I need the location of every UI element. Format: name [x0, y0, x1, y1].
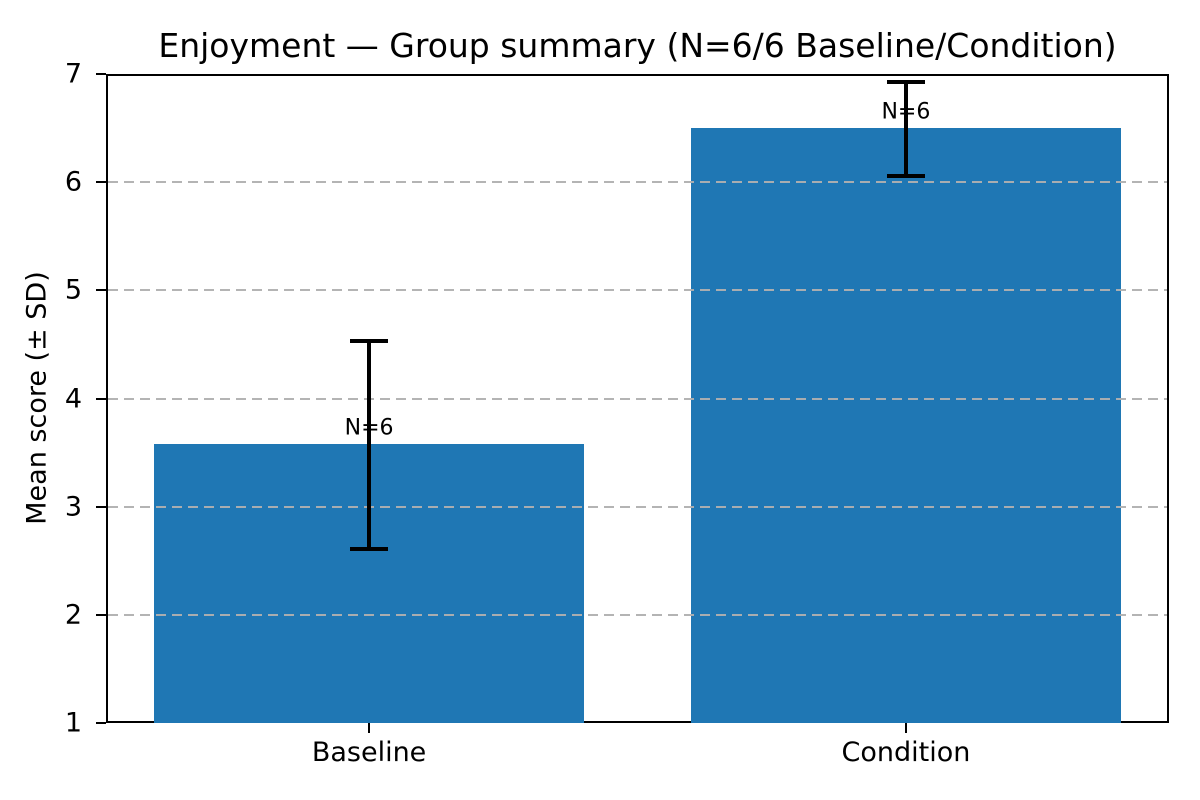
gridline-y6 [108, 181, 1167, 184]
x-tick [368, 723, 371, 733]
y-tick [96, 73, 106, 75]
error-bar [903, 80, 908, 176]
y-tick [96, 289, 106, 292]
y-tick-label: 3 [64, 491, 82, 523]
gridline-y4 [108, 397, 1167, 400]
n-count-label: N=6 [344, 415, 394, 441]
y-tick-label: 1 [64, 707, 82, 739]
y-tick-label: 6 [64, 166, 82, 198]
error-bar [367, 339, 372, 549]
y-tick [96, 722, 106, 724]
y-tick-label: 5 [64, 274, 82, 306]
y-tick-label: 7 [64, 58, 82, 90]
error-bar-cap-bottom [350, 546, 389, 551]
y-tick [96, 613, 106, 616]
x-tick-label-baseline: Baseline [311, 737, 427, 768]
x-tick [904, 723, 907, 733]
error-bar-cap-top [350, 339, 389, 343]
y-tick [96, 397, 106, 400]
y-tick-label: 2 [64, 599, 82, 631]
chart-title: Enjoyment — Group summary (N=6/6 Baselin… [158, 26, 1117, 65]
gridline-y2 [108, 613, 1167, 616]
y-tick [96, 505, 106, 508]
plot-area: N=6 N=6 [106, 74, 1169, 723]
bar-condition [691, 128, 1121, 723]
error-bar-cap-top [886, 80, 925, 85]
y-tick [96, 181, 106, 184]
gridline-y3 [108, 505, 1167, 508]
gridline-y5 [108, 289, 1167, 292]
n-count-label: N=6 [881, 99, 931, 125]
error-bar-cap-bottom [886, 173, 925, 178]
y-tick-label: 4 [64, 383, 82, 414]
x-tick-label-condition: Condition [841, 737, 971, 768]
